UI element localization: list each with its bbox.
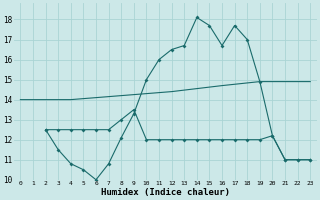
X-axis label: Humidex (Indice chaleur): Humidex (Indice chaleur) xyxy=(101,188,230,197)
